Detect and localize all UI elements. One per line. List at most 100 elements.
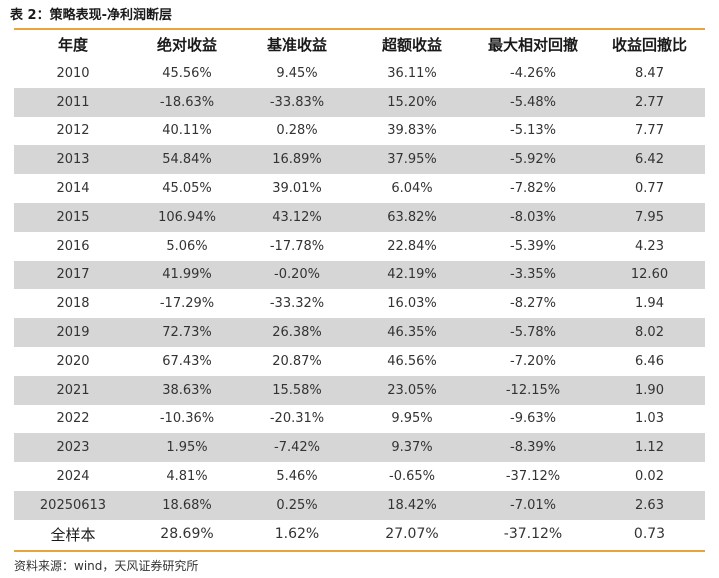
cell-benchmark-return: 43.12% [242,202,352,232]
cell-absolute-return: 45.05% [162,181,212,197]
header-absolute-return: 绝对收益 [156,36,217,54]
cell-max-relative-drawdown: -12.15% [472,375,594,405]
cell-excess-return: 16.03% [387,296,437,312]
cell-excess-return: 46.56% [387,353,437,369]
cell-max-relative-drawdown: -7.82% [510,181,556,197]
table-row: 2024 4.81% 5.46% -0.65% -37.12% 0.02 [14,462,705,491]
cell-excess-return: 27.07% [385,526,439,543]
cell-absolute-return: 18.68% [132,490,242,520]
cell-max-relative-drawdown: -37.12% [503,526,563,543]
cell-benchmark-return: 9.45% [276,65,318,81]
table-row: 2012 40.11% 0.28% 39.83% -5.13% 7.77 [14,117,705,146]
header-benchmark-return: 基准收益 [266,36,327,54]
cell-excess-return: 37.95% [352,145,472,175]
cell-excess-return: 22.84% [387,238,437,254]
header-excess-return: 超额收益 [381,36,442,54]
cell-absolute-return: 4.81% [166,469,208,485]
cell-return-drawdown-ratio: 1.12 [594,433,705,463]
cell-excess-return: 15.20% [352,87,472,117]
cell-absolute-return: 38.63% [132,375,242,405]
cell-absolute-return: 54.84% [132,145,242,175]
cell-excess-return: 9.95% [391,411,433,427]
cell-absolute-return: 67.43% [162,353,212,369]
cell-benchmark-return: 20.87% [272,353,322,369]
table-row: 2011 -18.63% -33.83% 15.20% -5.48% 2.77 [14,87,705,117]
bottom-rule [14,550,705,552]
table-row: 20250613 18.68% 0.25% 18.42% -7.01% 2.63 [14,490,705,520]
cell-year: 2016 [56,238,90,254]
cell-absolute-return: 5.06% [166,238,208,254]
table-header-row: 年度 绝对收益 基准收益 超额收益 最大相对回撤 收益回撤比 [14,30,705,59]
cell-return-drawdown-ratio: 12.60 [594,260,705,290]
table-row: 2016 5.06% -17.78% 22.84% -5.39% 4.23 [14,232,705,261]
table-title: 表 2：策略表现-净利润断层 [10,8,172,23]
cell-benchmark-return: -33.83% [242,87,352,117]
header-max-relative-drawdown: 最大相对回撤 [487,36,578,54]
cell-return-drawdown-ratio: 0.73 [633,526,666,543]
table-row: 2013 54.84% 16.89% 37.95% -5.92% 6.42 [14,145,705,175]
cell-return-drawdown-ratio: 1.03 [635,411,664,427]
cell-absolute-return: 72.73% [132,318,242,347]
cell-benchmark-return: -20.31% [269,411,325,427]
table-row: 2017 41.99% -0.20% 42.19% -3.35% 12.60 [14,260,705,290]
table-row: 2015 106.94% 43.12% 63.82% -8.03% 7.95 [14,202,705,232]
cell-return-drawdown-ratio: 1.90 [594,375,705,405]
cell-max-relative-drawdown: -37.12% [505,469,561,485]
table-row: 2022 -10.36% -20.31% 9.95% -9.63% 1.03 [14,405,705,434]
cell-benchmark-return: -17.78% [269,238,325,254]
cell-max-relative-drawdown: -8.39% [472,433,594,463]
table-row: 2020 67.43% 20.87% 46.56% -7.20% 6.46 [14,347,705,376]
cell-excess-return: 63.82% [352,202,472,232]
cell-absolute-return: 1.95% [132,433,242,463]
table-row: 2023 1.95% -7.42% 9.37% -8.39% 1.12 [14,433,705,463]
cell-absolute-return: -18.63% [132,87,242,117]
cell-max-relative-drawdown: -8.27% [510,296,556,312]
cell-excess-return: 42.19% [352,260,472,290]
cell-max-relative-drawdown: -5.48% [472,87,594,117]
cell-year: 2017 [14,260,132,290]
cell-benchmark-return: 5.46% [276,469,318,485]
cell-max-relative-drawdown: -4.26% [510,65,556,81]
cell-max-relative-drawdown: -5.92% [472,145,594,175]
cell-return-drawdown-ratio: 2.77 [594,87,705,117]
cell-absolute-return: 106.94% [132,202,242,232]
cell-excess-return: 36.11% [387,65,437,81]
cell-benchmark-return: 0.25% [242,490,352,520]
cell-benchmark-return: 16.89% [242,145,352,175]
cell-return-drawdown-ratio: 0.02 [635,469,664,485]
cell-max-relative-drawdown: -7.01% [472,490,594,520]
cell-return-drawdown-ratio: 6.42 [594,145,705,175]
cell-absolute-return: 28.69% [160,526,214,543]
cell-benchmark-return: 1.62% [274,526,320,543]
cell-max-relative-drawdown: -5.39% [510,238,556,254]
cell-year: 2014 [56,181,90,197]
cell-return-drawdown-ratio: 1.94 [635,296,664,312]
cell-absolute-return: -17.29% [159,296,215,312]
cell-year: 全样本 [50,525,96,544]
cell-year: 2015 [14,202,132,232]
cell-return-drawdown-ratio: 0.77 [635,181,664,197]
cell-excess-return: 39.83% [387,123,437,139]
cell-year: 2023 [14,433,132,463]
table-row: 2014 45.05% 39.01% 6.04% -7.82% 0.77 [14,174,705,203]
cell-benchmark-return: 0.28% [276,123,318,139]
cell-max-relative-drawdown: -5.78% [472,318,594,347]
cell-absolute-return: -10.36% [159,411,215,427]
cell-benchmark-return: -7.42% [242,433,352,463]
cell-max-relative-drawdown: -9.63% [510,411,556,427]
cell-return-drawdown-ratio: 7.95 [594,202,705,232]
cell-year: 2024 [56,469,90,485]
cell-return-drawdown-ratio: 2.63 [594,490,705,520]
cell-year: 2010 [56,65,90,81]
cell-year: 20250613 [14,490,132,520]
cell-excess-return: -0.65% [389,469,435,485]
cell-year: 2020 [56,353,90,369]
cell-absolute-return: 45.56% [162,65,212,81]
table-row: 全样本 28.69% 1.62% 27.07% -37.12% 0.73 [14,520,705,549]
cell-return-drawdown-ratio: 8.02 [594,318,705,347]
cell-benchmark-return: 15.58% [242,375,352,405]
table-row: 2021 38.63% 15.58% 23.05% -12.15% 1.90 [14,375,705,405]
top-rule [14,28,705,30]
cell-return-drawdown-ratio: 4.23 [635,238,664,254]
table-row: 2018 -17.29% -33.32% 16.03% -8.27% 1.94 [14,289,705,318]
